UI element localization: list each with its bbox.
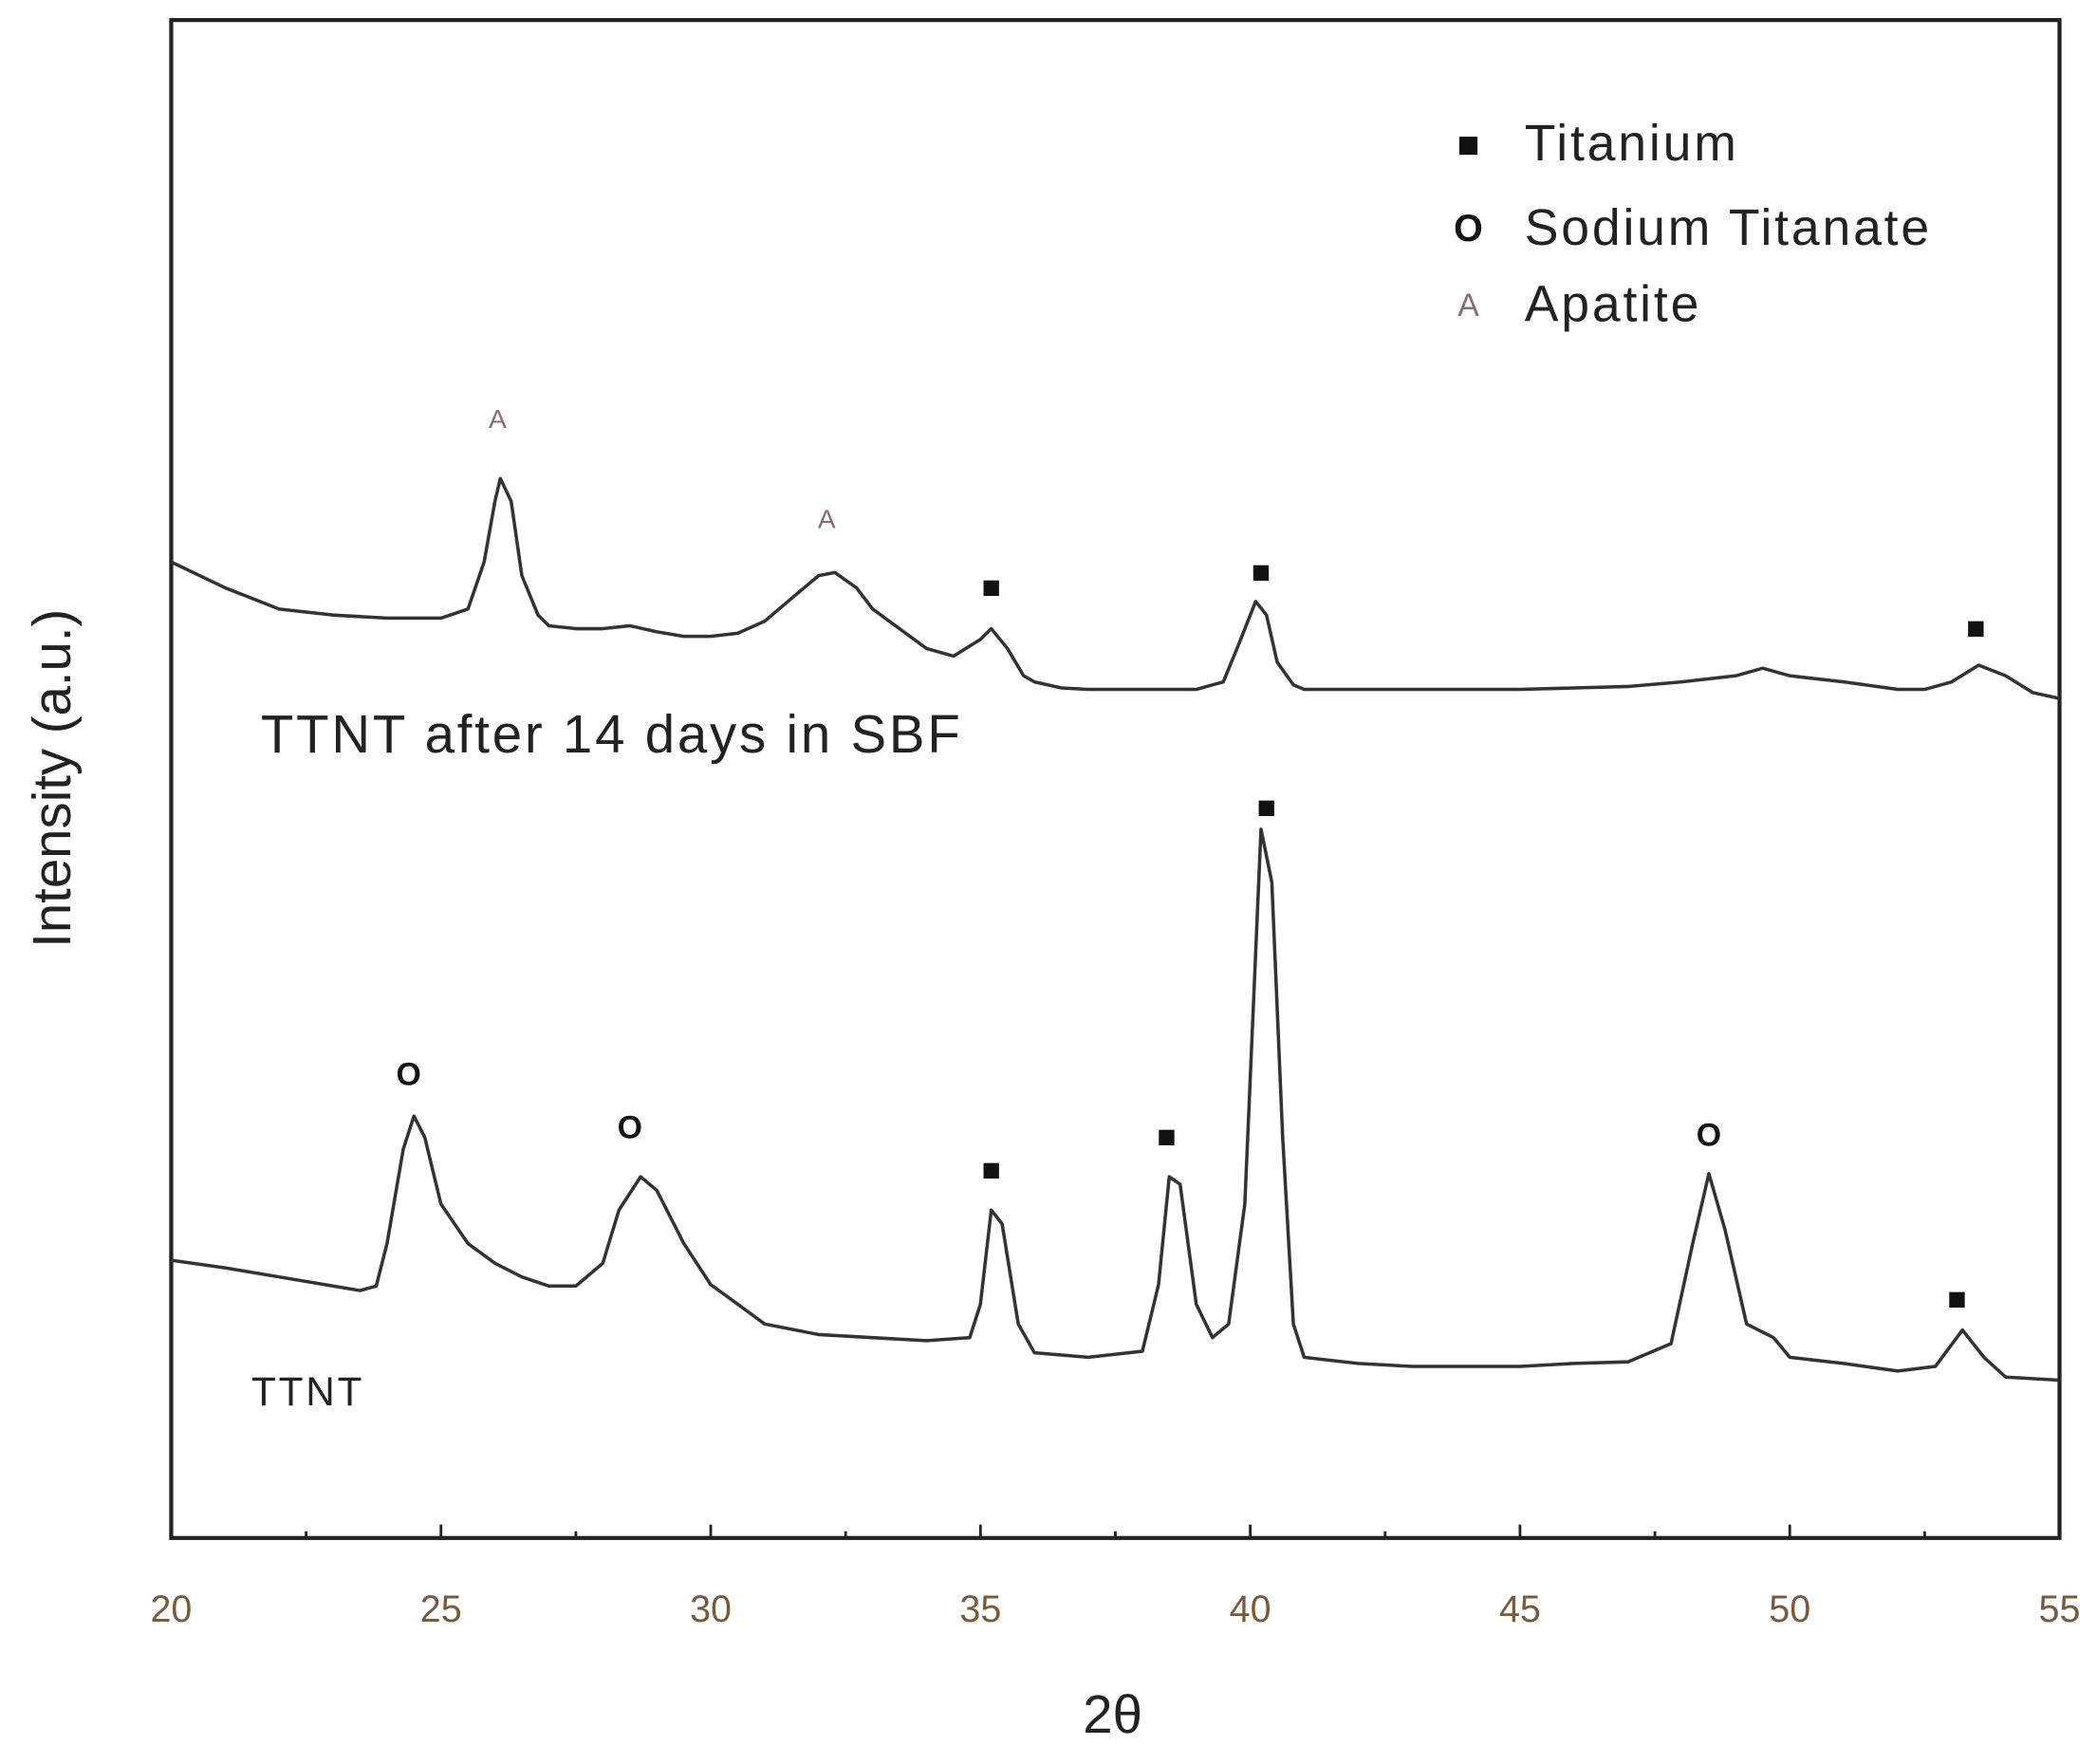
peak-marker: A: [818, 503, 836, 533]
series-label: TTNT after 14 days in SBF: [261, 704, 963, 764]
peak-marker: O: [618, 1109, 642, 1145]
peak-marker: O: [396, 1056, 420, 1092]
peak-marker: ■: [981, 569, 1000, 605]
y-axis-title: Intensity (a.u.): [22, 609, 82, 948]
legend-label: Sodium Titanate: [1525, 200, 1932, 256]
peak-marker: A: [489, 403, 507, 434]
peak-marker: ■: [1256, 789, 1275, 826]
legend-symbol: O: [1454, 208, 1483, 250]
peak-marker: ■: [981, 1152, 1000, 1188]
x-tick-label: 20: [150, 1588, 192, 1630]
x-tick-label: 35: [959, 1588, 1001, 1630]
legend-label: Apatite: [1525, 276, 1701, 332]
legend-label: Titanium: [1525, 116, 1739, 172]
peak-marker: ■: [1947, 1281, 1966, 1317]
legend-symbol: ■: [1457, 123, 1480, 165]
x-tick-label: 50: [1769, 1588, 1810, 1630]
peak-marker: ■: [1966, 610, 1985, 646]
peak-marker: O: [1697, 1117, 1721, 1153]
x-tick-label: 45: [1499, 1588, 1541, 1630]
x-axis-title: 2θ: [1083, 1684, 1142, 1744]
x-tick-label: 25: [420, 1588, 462, 1630]
x-tick-label: 40: [1230, 1588, 1271, 1630]
peak-marker: ■: [1252, 554, 1271, 590]
legend-symbol: A: [1457, 288, 1479, 324]
peak-marker: ■: [1157, 1119, 1176, 1155]
series-line: [170, 476, 2060, 700]
x-tick-label: 55: [2039, 1588, 2081, 1630]
x-tick-label: 30: [690, 1588, 732, 1630]
series-label: TTNT: [251, 1369, 364, 1414]
series-line: [171, 827, 2060, 1383]
